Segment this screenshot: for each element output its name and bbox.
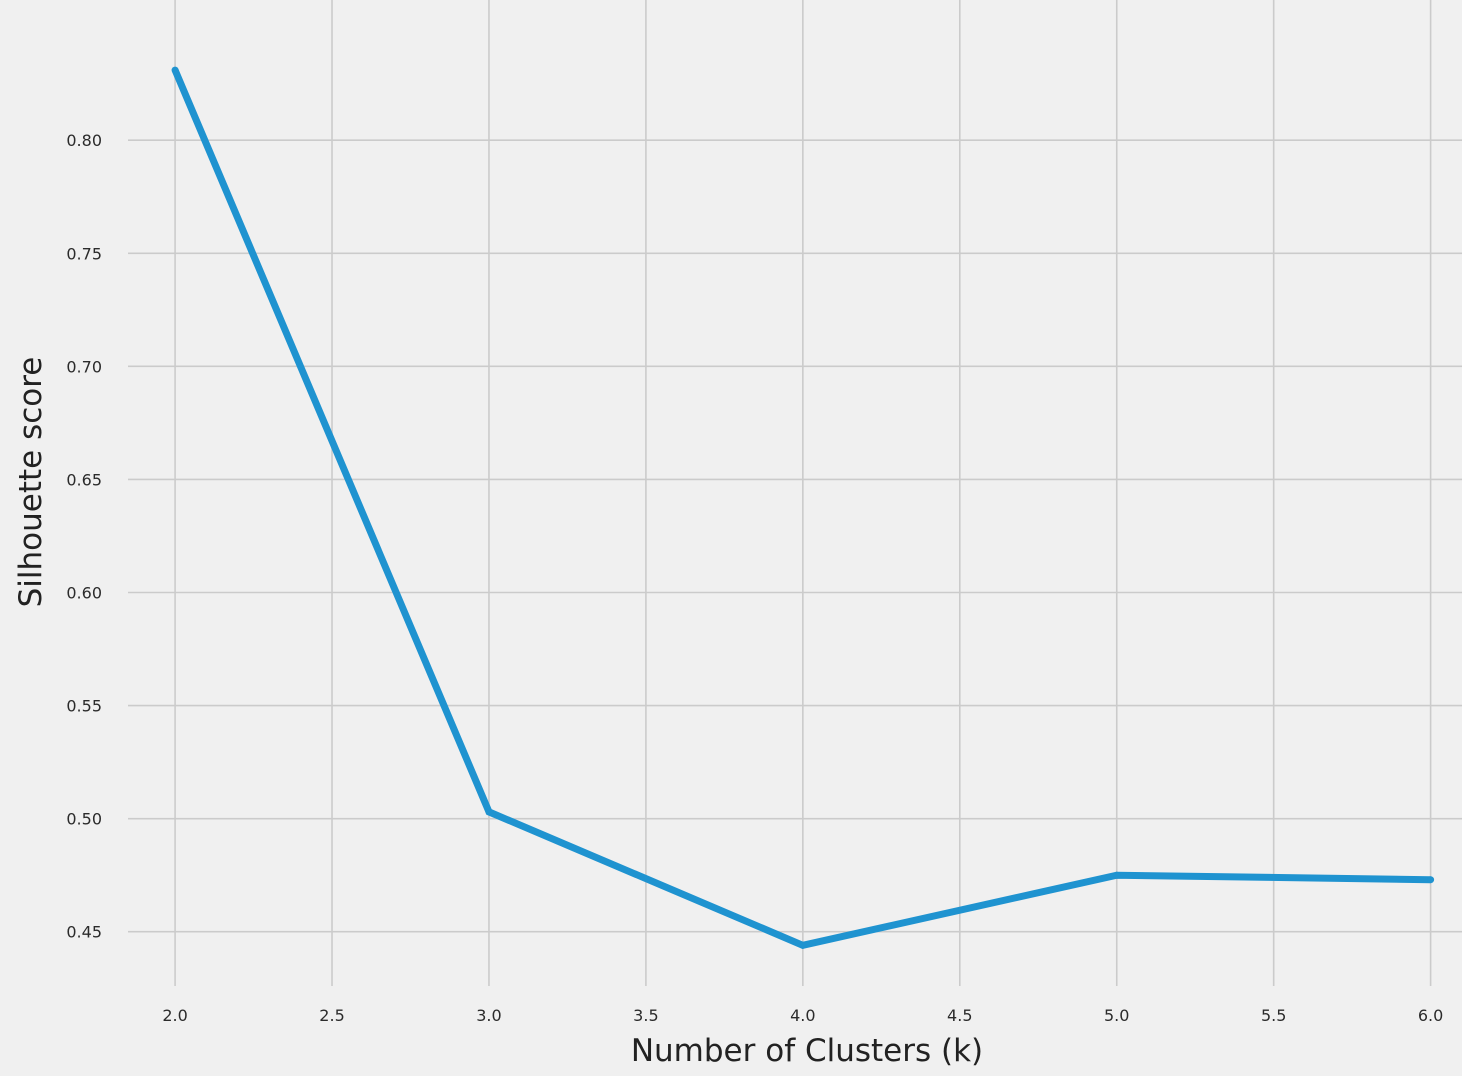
data-point [171,66,179,74]
y-tick-labels: 0.45 0.50 0.55 0.60 0.65 0.70 0.75 0.80 [66,131,102,942]
y-tick-label: 0.50 [66,810,102,829]
x-tick-label: 6.0 [1418,1006,1443,1025]
data-point [485,808,493,816]
data-point [1427,876,1435,884]
y-tick-label: 0.45 [66,923,102,942]
data-points [171,66,1435,949]
y-tick-label: 0.60 [66,584,102,603]
y-tick-label: 0.75 [66,244,102,263]
y-tick-label: 0.65 [66,470,102,489]
x-tick-label: 2.0 [162,1006,187,1025]
x-tick-label: 3.0 [476,1006,501,1025]
x-tick-label: 5.5 [1261,1006,1286,1025]
horizontal-gridlines [128,139,1462,933]
y-axis-title: Silhouette score [13,357,49,608]
x-tick-label: 3.5 [633,1006,658,1025]
y-tick-label: 0.55 [66,697,102,716]
x-tick-label: 5.0 [1104,1006,1129,1025]
x-tick-label: 4.0 [790,1006,815,1025]
x-tick-label: 2.5 [319,1006,344,1025]
vertical-gridlines [174,0,1432,986]
y-tick-label: 0.70 [66,357,102,376]
x-tick-label: 4.5 [947,1006,972,1025]
data-point [799,941,807,949]
x-axis-title: Number of Clusters (k) [631,1033,983,1069]
x-tick-labels: 2.0 2.5 3.0 3.5 4.0 4.5 5.0 5.5 6.0 [162,1006,1443,1025]
data-point [1113,871,1121,879]
y-tick-label: 0.80 [66,131,102,150]
